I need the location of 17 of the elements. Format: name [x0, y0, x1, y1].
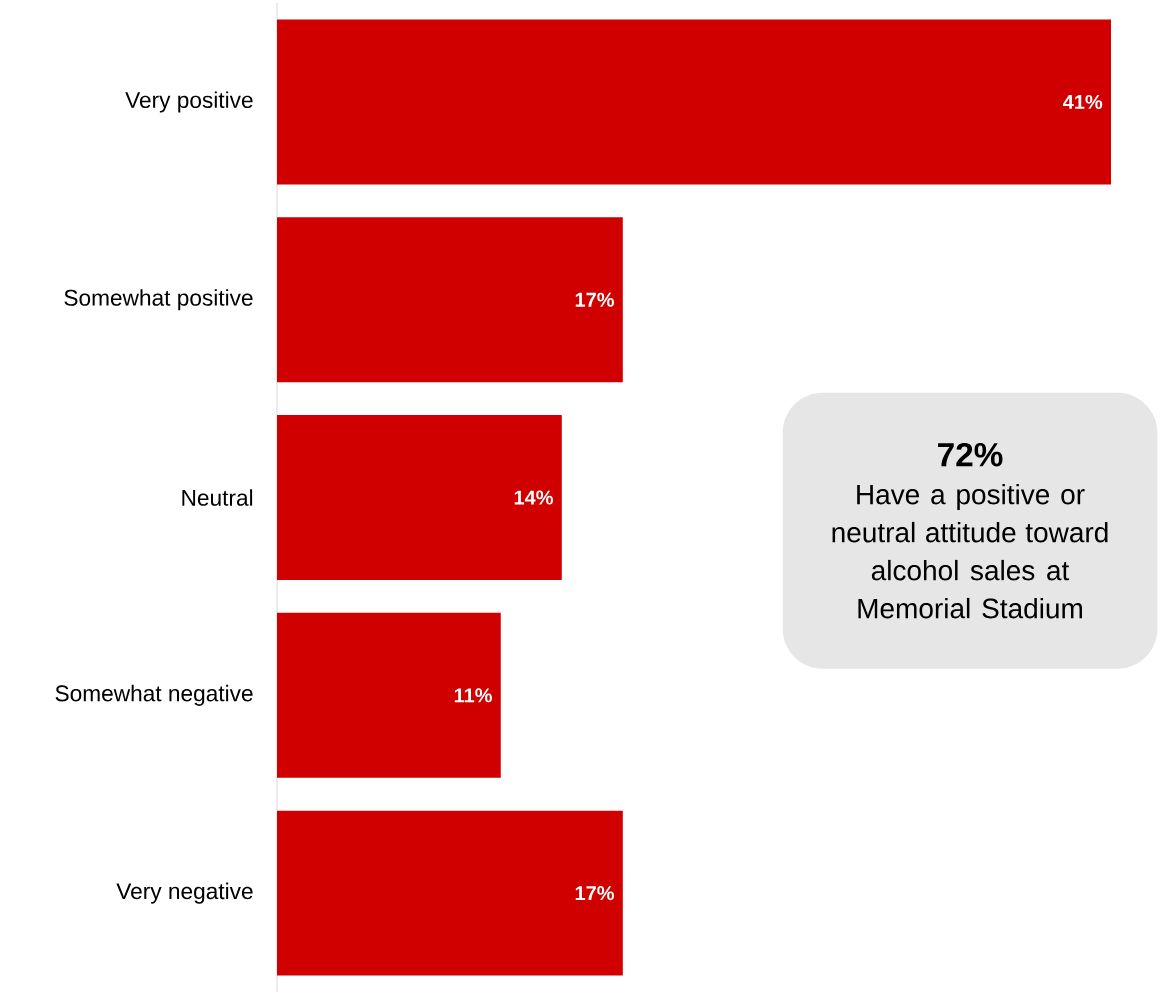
y-tick-label: Very negative	[116, 882, 253, 904]
y-tick-label: Somewhat positive	[64, 289, 253, 311]
bar	[277, 810, 623, 976]
data-label: 17%	[575, 886, 614, 901]
bar	[277, 217, 623, 383]
annotation: 72%	[938, 443, 1003, 467]
data-label: 14%	[514, 490, 553, 505]
bar	[277, 19, 1112, 185]
bar	[277, 415, 562, 581]
y-tick-label: Somewhat negative	[55, 685, 253, 707]
y-tick-label: Very positive	[125, 91, 253, 113]
annotation: Have a positive or neutral attitude toward alcohol sales at Memorial Stadium	[832, 484, 1108, 619]
y-tick-label: Neutral	[182, 489, 253, 507]
data-label: 17%	[575, 292, 614, 308]
data-label: 41%	[1063, 95, 1103, 110]
bar	[277, 613, 501, 779]
data-label: 11%	[454, 688, 492, 703]
